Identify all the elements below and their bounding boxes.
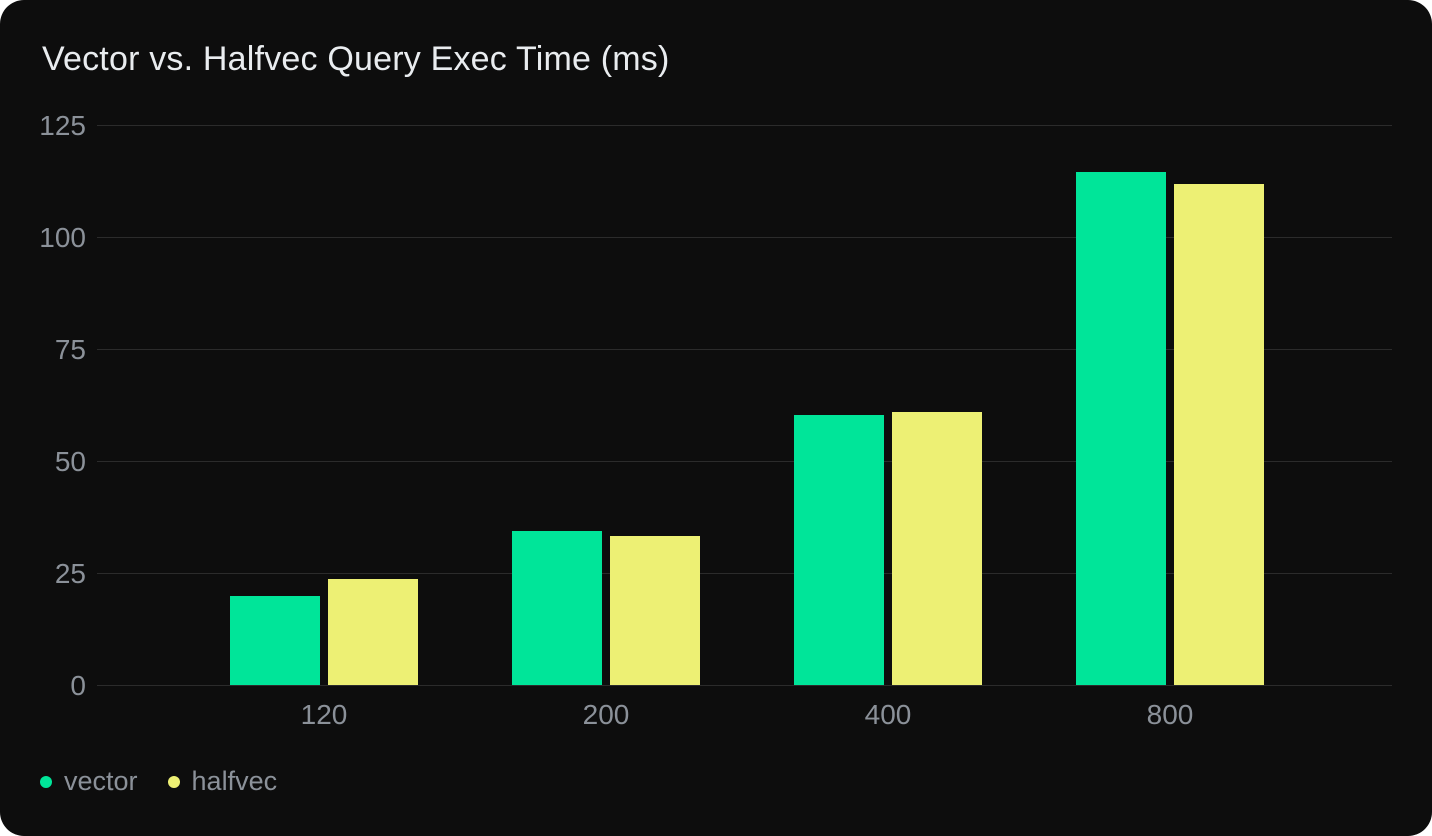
gridline-y-100 bbox=[97, 237, 1392, 238]
gridline-y-75 bbox=[97, 349, 1392, 350]
legend-item-vector[interactable]: vector bbox=[40, 768, 138, 795]
bar-vector-400[interactable] bbox=[794, 415, 884, 686]
legend-label-vector: vector bbox=[64, 766, 138, 796]
bar-halfvec-800[interactable] bbox=[1174, 183, 1264, 686]
bar-vector-200[interactable] bbox=[512, 531, 602, 686]
y-axis-tick-label-100: 100 bbox=[39, 221, 86, 253]
x-axis-tick-label-120: 120 bbox=[300, 699, 348, 730]
bar-halfvec-200[interactable] bbox=[610, 536, 700, 686]
y-axis-tick-label-25: 25 bbox=[54, 557, 86, 589]
bar-halfvec-120[interactable] bbox=[328, 579, 418, 686]
x-axis-tick-label-400: 400 bbox=[864, 699, 912, 730]
gridline-y-50 bbox=[97, 461, 1392, 462]
bar-vector-120[interactable] bbox=[230, 595, 320, 686]
chart-title: Vector vs. Halfvec Query Exec Time (ms) bbox=[42, 40, 670, 78]
legend-item-halfvec[interactable]: halfvec bbox=[167, 766, 278, 796]
x-axis-tick-label-800: 800 bbox=[1146, 699, 1194, 730]
gridline-y-125 bbox=[97, 125, 1392, 126]
y-axis-tick-label-0: 0 bbox=[70, 669, 86, 701]
gridline-y-25 bbox=[97, 573, 1392, 574]
bar-vector-800[interactable] bbox=[1076, 171, 1166, 686]
y-axis-tick-label-50: 50 bbox=[54, 445, 86, 477]
y-axis-tick-label-125: 125 bbox=[39, 109, 86, 141]
gridline-y-0 bbox=[97, 685, 1392, 686]
legend-dot-halfvec bbox=[167, 775, 180, 788]
chart-legend: vector halfvec bbox=[40, 768, 277, 795]
bar-halfvec-400[interactable] bbox=[892, 411, 982, 686]
legend-label-halfvec: halfvec bbox=[191, 766, 278, 796]
legend-dot-vector bbox=[40, 775, 52, 788]
y-axis-tick-label-75: 75 bbox=[54, 333, 86, 365]
x-axis-tick-label-200: 200 bbox=[582, 699, 630, 730]
